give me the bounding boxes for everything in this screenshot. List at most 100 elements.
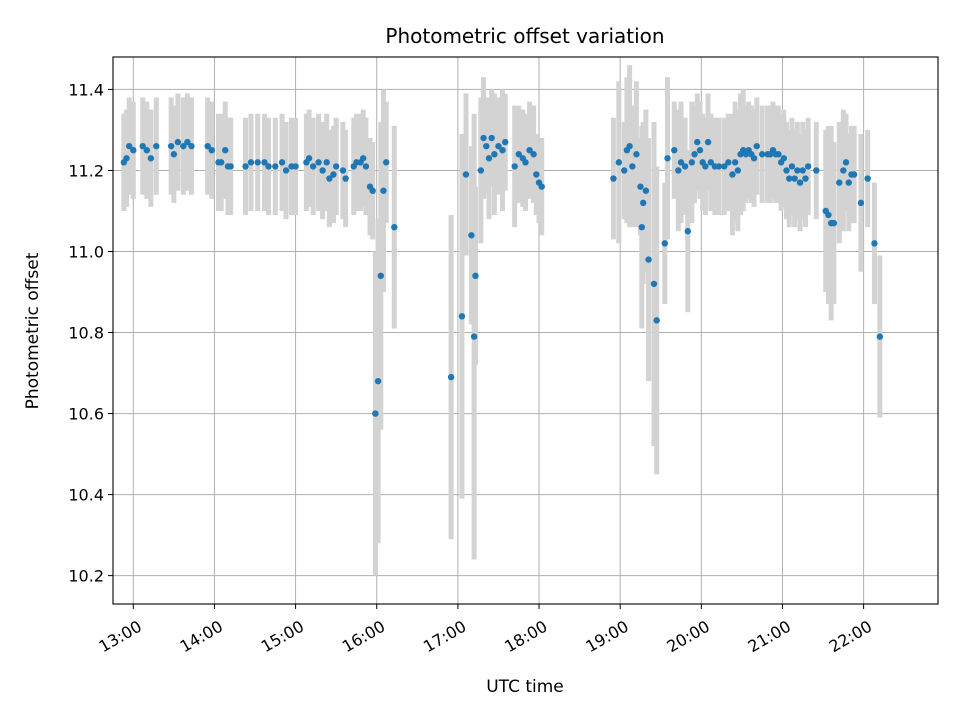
data-point bbox=[217, 159, 225, 166]
data-point bbox=[174, 138, 182, 146]
data-point bbox=[247, 159, 255, 166]
data-point bbox=[729, 171, 736, 178]
data-point bbox=[857, 199, 865, 207]
data-point bbox=[750, 155, 758, 162]
data-point bbox=[483, 142, 490, 150]
data-point bbox=[825, 211, 832, 219]
y-tick-label: 11.4 bbox=[68, 80, 104, 99]
y-tick-label: 10.6 bbox=[68, 405, 104, 424]
data-point bbox=[725, 159, 732, 166]
data-point bbox=[495, 142, 502, 150]
data-point bbox=[813, 167, 820, 174]
data-point bbox=[786, 175, 793, 182]
data-point bbox=[362, 163, 370, 170]
data-point bbox=[684, 228, 691, 235]
y-tick-label: 11.2 bbox=[68, 161, 104, 180]
data-point bbox=[610, 175, 617, 182]
data-point bbox=[715, 163, 723, 170]
data-point bbox=[704, 138, 712, 146]
data-point bbox=[208, 146, 215, 154]
data-point bbox=[470, 333, 478, 340]
x-axis-label: UTC time bbox=[486, 677, 564, 697]
data-point bbox=[836, 179, 843, 186]
data-point bbox=[488, 134, 495, 142]
data-point bbox=[468, 232, 475, 239]
data-point bbox=[696, 146, 704, 154]
data-point bbox=[845, 179, 852, 186]
data-point bbox=[204, 142, 211, 150]
data-point bbox=[721, 163, 728, 170]
data-points bbox=[120, 134, 884, 417]
data-point bbox=[180, 142, 187, 150]
data-point bbox=[491, 151, 498, 158]
data-point bbox=[462, 171, 470, 178]
data-point bbox=[292, 163, 299, 170]
data-point bbox=[791, 175, 798, 182]
data-point bbox=[664, 155, 671, 162]
data-point bbox=[681, 163, 689, 170]
data-point bbox=[864, 175, 871, 182]
data-point bbox=[734, 167, 742, 174]
data-point bbox=[139, 142, 146, 150]
plot-frame bbox=[112, 56, 939, 605]
data-point bbox=[842, 159, 850, 166]
data-point bbox=[511, 163, 518, 170]
data-point bbox=[222, 146, 229, 154]
data-point bbox=[876, 333, 884, 340]
data-point bbox=[458, 313, 466, 320]
data-point bbox=[804, 163, 812, 170]
data-point bbox=[526, 146, 533, 154]
data-point bbox=[167, 142, 175, 150]
data-point bbox=[691, 151, 698, 158]
data-point bbox=[502, 138, 509, 146]
data-point bbox=[278, 159, 286, 166]
data-point bbox=[530, 151, 537, 158]
data-point bbox=[380, 187, 387, 194]
data-point bbox=[522, 159, 529, 166]
data-point bbox=[533, 171, 540, 178]
data-point bbox=[485, 155, 493, 162]
data-point bbox=[731, 159, 739, 166]
y-axis: 10.2 10.4 10.6 10.8 11.0 11.2 11.4 bbox=[68, 80, 113, 586]
data-point bbox=[783, 167, 790, 174]
data-point bbox=[188, 142, 195, 150]
data-point bbox=[309, 163, 317, 170]
y-tick-label: 10.2 bbox=[68, 567, 104, 586]
data-point bbox=[671, 146, 678, 154]
y-tick-label: 10.4 bbox=[68, 486, 104, 505]
data-point bbox=[282, 167, 290, 174]
data-point bbox=[369, 187, 376, 194]
y-tick-label: 10.8 bbox=[68, 324, 104, 343]
data-point bbox=[130, 146, 137, 154]
data-point bbox=[326, 175, 333, 182]
data-point bbox=[305, 155, 313, 162]
data-point bbox=[677, 159, 685, 166]
data-point bbox=[758, 151, 766, 158]
data-point bbox=[254, 159, 261, 166]
data-point bbox=[688, 159, 696, 166]
data-point bbox=[126, 142, 133, 150]
data-point bbox=[788, 163, 796, 170]
data-point bbox=[707, 159, 714, 166]
data-point bbox=[123, 155, 130, 162]
data-point bbox=[661, 240, 669, 247]
data-point bbox=[642, 187, 650, 194]
data-point bbox=[147, 155, 155, 162]
y-tick-label: 11.0 bbox=[68, 242, 104, 261]
data-point bbox=[637, 183, 644, 190]
data-point bbox=[377, 272, 384, 279]
data-point bbox=[272, 163, 279, 170]
data-point bbox=[391, 223, 398, 231]
data-point bbox=[775, 151, 782, 158]
data-point bbox=[261, 159, 268, 166]
data-point bbox=[633, 151, 640, 158]
data-point bbox=[802, 175, 809, 182]
data-point bbox=[342, 175, 349, 182]
data-point bbox=[143, 146, 151, 154]
data-point bbox=[629, 163, 636, 170]
data-point bbox=[480, 134, 487, 142]
data-point bbox=[753, 142, 760, 150]
data-point bbox=[871, 240, 878, 247]
data-point bbox=[639, 199, 647, 207]
